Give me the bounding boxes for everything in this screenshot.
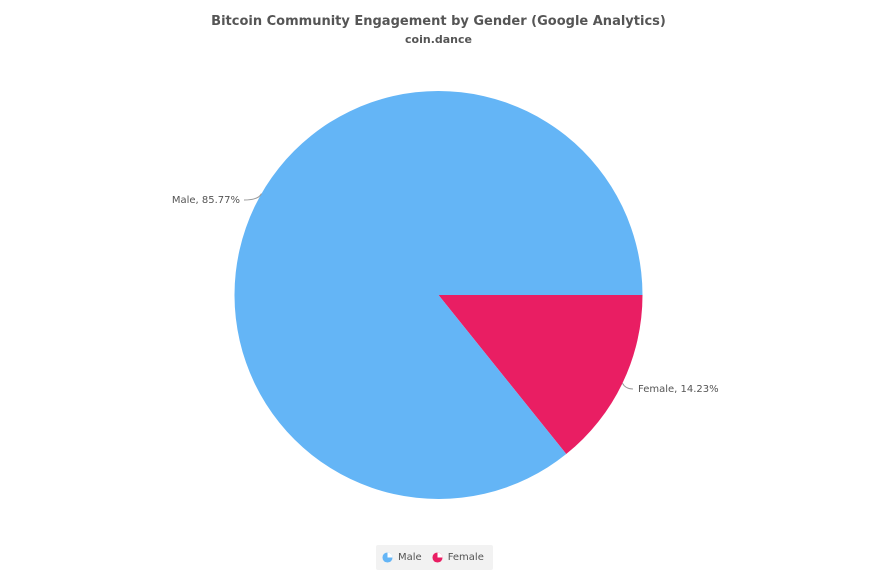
connector-female: [622, 382, 634, 390]
chart-subtitle: coin.dance: [405, 33, 472, 46]
data-label-female: Female, 14.23%: [638, 384, 719, 395]
legend-item-male[interactable]: Male: [382, 552, 422, 563]
chart-title: Bitcoin Community Engagement by Gender (…: [211, 14, 666, 29]
legend-label-female: Female: [447, 552, 484, 563]
legend-label-male: Male: [398, 552, 422, 563]
pie-icon: [382, 552, 393, 563]
pie-icon: [432, 552, 443, 563]
legend: Male Female: [376, 545, 493, 570]
legend-item-female[interactable]: Female: [432, 552, 484, 563]
connector-male: [243, 193, 262, 201]
data-label-male: Male, 85.77%: [172, 195, 240, 206]
pie-slice-male[interactable]: [234, 90, 643, 499]
pie-slice-female[interactable]: [438, 295, 643, 455]
